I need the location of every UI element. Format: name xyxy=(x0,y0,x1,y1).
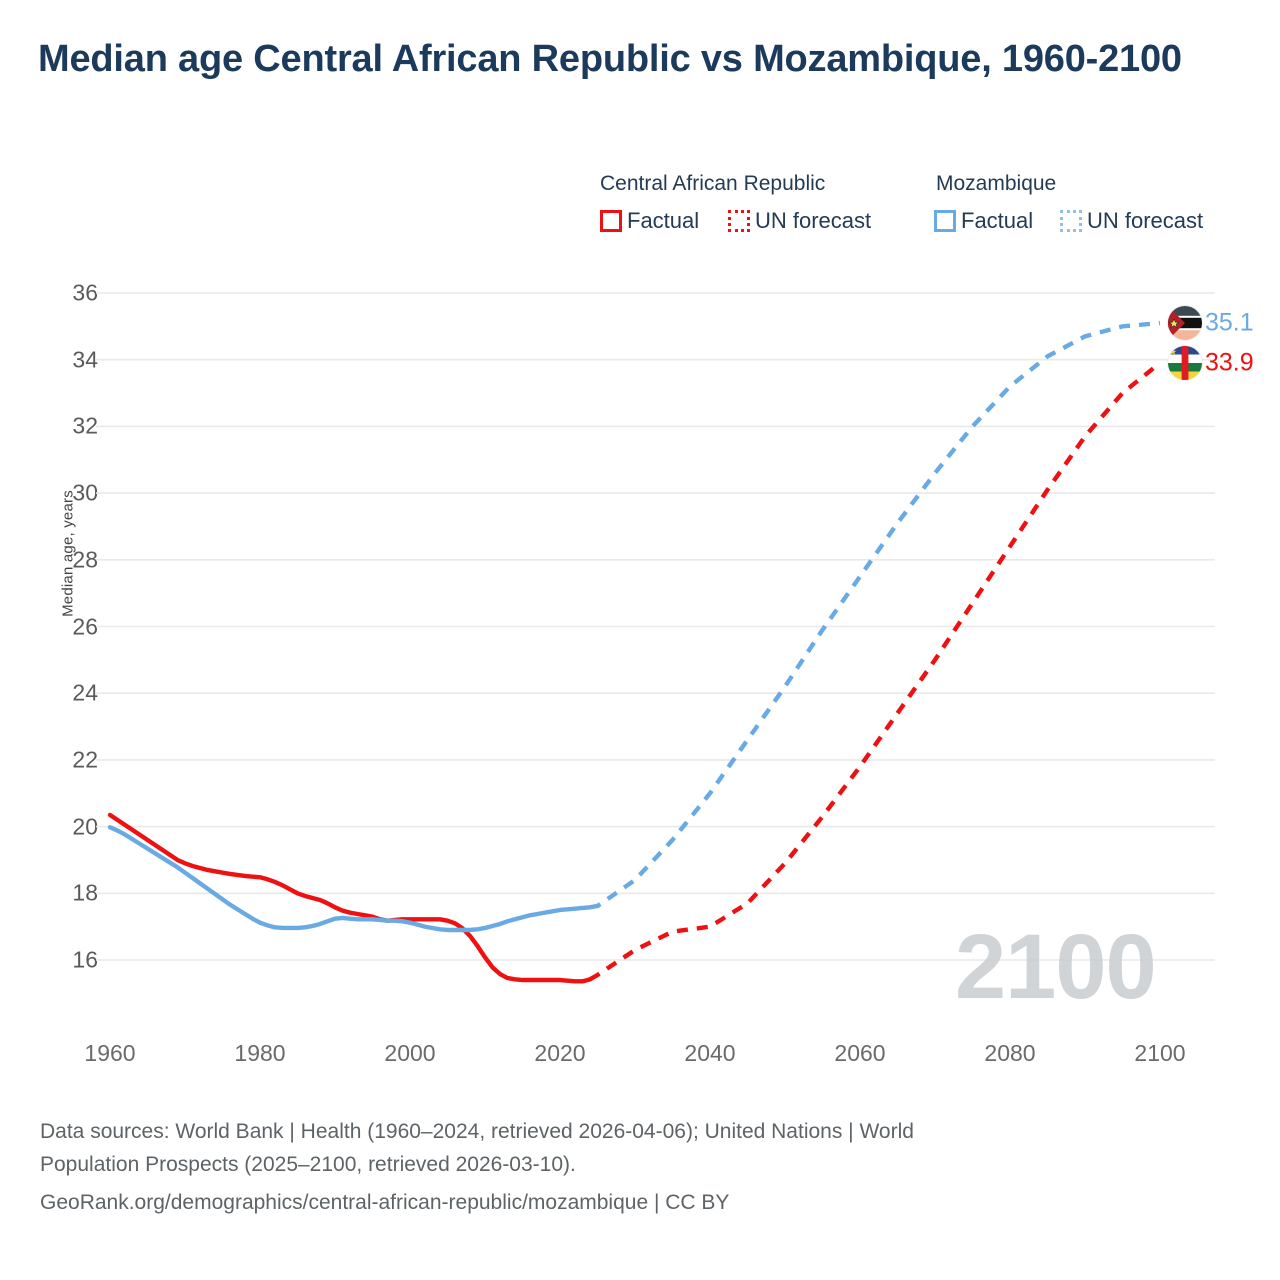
series-line-factual-mozambique xyxy=(107,825,593,933)
dotted-square-outline-icon xyxy=(1060,210,1082,232)
y-axis-tick-label: 22 xyxy=(72,746,98,773)
series-end-value: 35.1 xyxy=(1205,308,1254,337)
x-axis-tick-label: 2080 xyxy=(984,1040,1036,1066)
solid-square-outline-icon xyxy=(600,210,622,232)
series-line-factual-central-african-republic xyxy=(107,812,593,984)
legend-group-title-mozambique: Mozambique xyxy=(936,172,1057,195)
y-axis-tick-label: 18 xyxy=(72,879,98,906)
legend-item-car-factual[interactable]: Factual xyxy=(600,208,728,234)
x-axis-tick-label: 2000 xyxy=(384,1040,436,1066)
plot-area: Median age, years 16 18 20 22 24 26 28 30 32 34 36… xyxy=(20,0,1254,1090)
footer-line-2: Population Prospects (2025–2100, retriev… xyxy=(40,1152,576,1176)
series-end-value: 33.9 xyxy=(1205,348,1254,377)
y-axis-tick-label: 24 xyxy=(72,679,98,706)
series-line-forecast-central-african-republic xyxy=(588,361,1162,982)
y-axis-tick-label: 20 xyxy=(72,813,98,840)
legend-item-label: Factual xyxy=(627,208,700,233)
mozambique-flag-icon xyxy=(1168,306,1202,340)
chart-footer: Data sources: World Bank | Health (1960–… xyxy=(40,1116,1220,1220)
legend-item-label: UN forecast xyxy=(755,208,872,233)
y-axis-tick-label: 34 xyxy=(72,346,98,373)
central-african-republic-flag-icon xyxy=(1168,346,1202,381)
y-axis-tick-label: 28 xyxy=(72,546,98,573)
y-axis-tick-label: 32 xyxy=(72,412,98,439)
dotted-square-outline-icon xyxy=(728,210,750,232)
x-axis-tick-label: 1960 xyxy=(84,1040,136,1066)
legend-group-title-car: Central African Republic xyxy=(600,172,826,195)
footer-source-link[interactable]: GeoRank.org/demographics/central-african… xyxy=(40,1191,730,1215)
legend-item-mozambique-factual[interactable]: Factual xyxy=(934,208,1060,234)
legend-item-car-forecast[interactable]: UN forecast xyxy=(728,208,934,234)
series-line-forecast-mozambique xyxy=(589,320,1161,910)
legend-items: Factual UN forecast Factual UN forecast xyxy=(600,208,1260,234)
x-axis-tick-label: 2060 xyxy=(834,1040,886,1066)
legend-item-label: UN forecast xyxy=(1087,208,1204,233)
legend-group-titles: Central African Republic Mozambique xyxy=(600,172,1260,196)
year-watermark: 2100 xyxy=(955,916,1157,1018)
legend-item-label: Factual xyxy=(961,208,1034,233)
x-axis-tick-label: 1980 xyxy=(234,1040,286,1066)
y-axis-tick-label: 36 xyxy=(72,279,98,306)
x-axis-tick-label: 2020 xyxy=(534,1040,586,1066)
page-title: Median age Central African Republic vs M… xyxy=(38,38,1182,80)
solid-square-outline-icon xyxy=(934,210,956,232)
y-axis-tick-label: 30 xyxy=(72,479,98,506)
y-axis-tick-label: 26 xyxy=(72,613,98,639)
x-axis-tick-label: 2040 xyxy=(684,1040,736,1066)
footer-line-1: Data sources: World Bank | Health (1960–… xyxy=(40,1120,914,1143)
y-axis-ticks: 16 18 20 22 24 26 28 30 32 34 36 xyxy=(20,0,98,1090)
legend-item-mozambique-forecast[interactable]: UN forecast xyxy=(1060,208,1203,234)
x-axis-tick-label: 2100 xyxy=(1134,1040,1186,1066)
chart-legend: Central African Republic Mozambique Fact… xyxy=(600,172,1260,234)
chart-canvas xyxy=(96,292,1215,984)
y-axis-tick-label: 16 xyxy=(72,946,98,973)
